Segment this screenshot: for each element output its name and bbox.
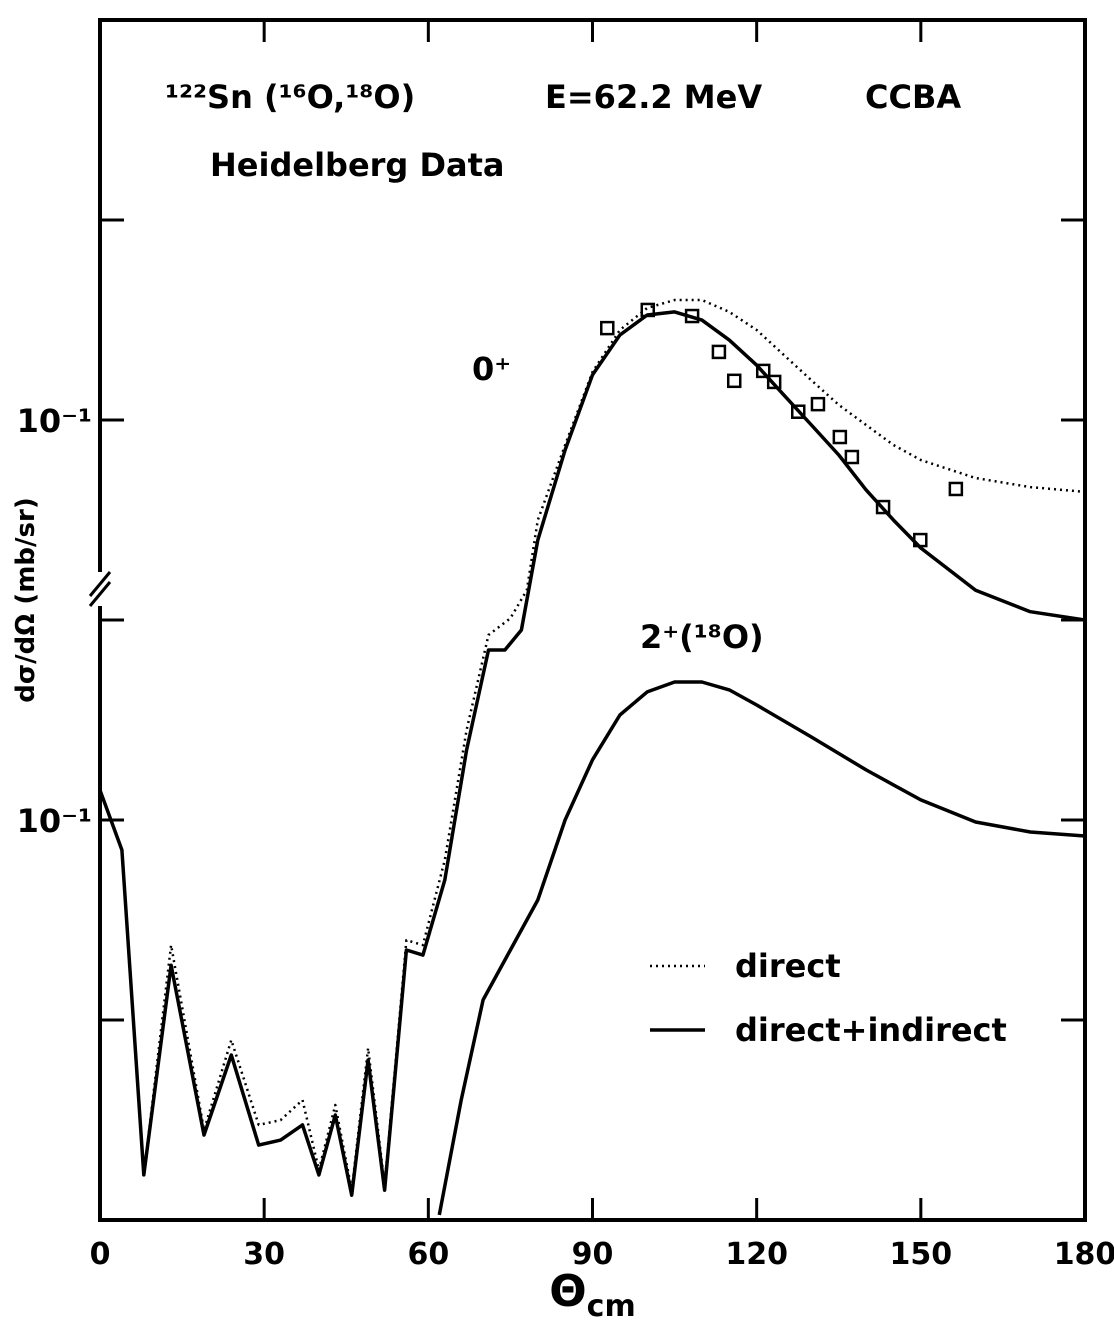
x-tick-label: 60 — [407, 1237, 449, 1272]
data-point — [755, 363, 771, 379]
legend-label: direct+indirect — [735, 1011, 1007, 1049]
x-tick-label: 120 — [725, 1237, 788, 1272]
x-axis-label: Θcm — [549, 1266, 635, 1324]
series-line — [100, 298, 1085, 1192]
data-point — [684, 308, 700, 324]
annotation: Heidelberg Data — [210, 146, 505, 184]
x-axis-label-main: Θ — [549, 1266, 586, 1317]
legend-label: direct — [735, 947, 841, 985]
series-line — [100, 310, 1085, 1197]
data-point — [844, 449, 860, 465]
data-point — [791, 404, 806, 419]
annotation: ¹²²Sn (¹⁶O,¹⁸O) — [165, 78, 415, 116]
x-axis-label-sub: cm — [587, 1289, 636, 1324]
panel-label: 0⁺ — [472, 350, 511, 388]
data-point — [810, 396, 826, 412]
data-point — [726, 373, 742, 389]
data-point — [711, 344, 727, 360]
data-point — [640, 302, 656, 318]
data-point — [913, 532, 928, 548]
data-point — [600, 320, 615, 336]
data-point — [875, 499, 891, 515]
data-point — [832, 429, 848, 445]
x-tick-label: 0 — [90, 1237, 111, 1272]
x-tick-label: 180 — [1054, 1237, 1114, 1272]
y-tick-label: 10⁻¹ — [17, 402, 92, 440]
plot-area — [100, 298, 1085, 1216]
y-tick-label: 10⁻¹ — [17, 802, 92, 840]
x-tick-label: 30 — [243, 1237, 285, 1272]
panel-label: 2⁺(¹⁸O) — [640, 618, 764, 656]
y-axis-label: dσ/dΩ (mb/sr) — [11, 497, 41, 702]
annotation: E=62.2 MeV — [545, 78, 762, 116]
axis-break — [88, 571, 112, 607]
data-point — [948, 481, 964, 497]
series-line — [437, 680, 1085, 1216]
annotation: CCBA — [865, 78, 961, 116]
x-tick-label: 150 — [890, 1237, 953, 1272]
data-point — [766, 374, 782, 390]
x-tick-label: 90 — [572, 1237, 614, 1272]
